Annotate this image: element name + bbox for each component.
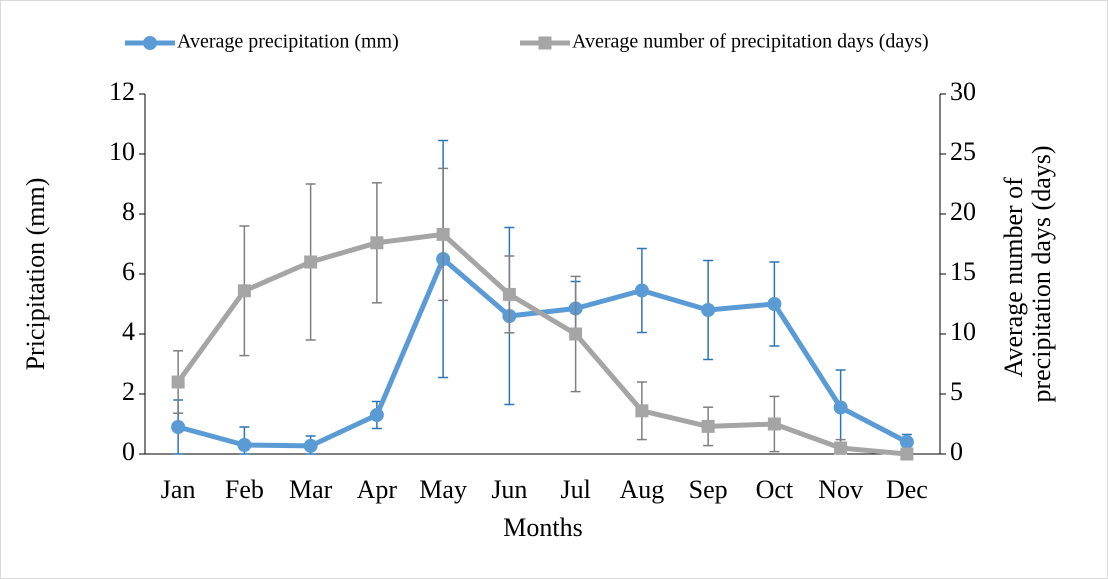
point <box>701 419 715 433</box>
point <box>171 420 186 434</box>
point <box>304 255 318 269</box>
x-tick-label: Sep <box>689 475 728 504</box>
point <box>834 441 848 455</box>
x-tick-label: May <box>419 475 467 504</box>
legend-label: Average number of precipitation days (da… <box>572 31 929 53</box>
point <box>767 297 782 311</box>
point <box>569 327 583 341</box>
y-tick-label: 4 <box>122 317 135 346</box>
y-tick-label: 12 <box>109 77 135 106</box>
point <box>767 417 781 431</box>
point <box>634 283 649 298</box>
y2-tick-label: 15 <box>950 257 976 286</box>
y-tick-label: 6 <box>122 257 135 286</box>
y-tick-label: 2 <box>122 377 135 406</box>
point <box>369 408 384 422</box>
point <box>237 284 251 298</box>
point <box>502 287 516 301</box>
y-tick-label: 8 <box>122 197 135 226</box>
x-tick-label: Dec <box>886 475 928 504</box>
x-tick-label: Feb <box>225 475 264 504</box>
x-tick-label: Jun <box>491 475 527 504</box>
point <box>833 400 848 415</box>
y2-tick-label: 25 <box>950 137 976 166</box>
point <box>436 227 450 241</box>
point <box>899 435 914 449</box>
y-axis-label: Pricipitation (mm) <box>21 178 50 371</box>
y2-tick-label: 20 <box>950 197 976 226</box>
x-tick-label: Jul <box>560 475 590 504</box>
y-tick-label: 10 <box>109 137 135 166</box>
legend-label: Average precipitation (mm) <box>177 31 399 53</box>
x-tick-label: Aug <box>619 475 664 504</box>
x-axis-label: Months <box>503 513 582 542</box>
point <box>900 447 914 461</box>
y2-tick-label: 5 <box>950 377 963 406</box>
x-tick-label: Jan <box>161 475 196 504</box>
x-tick-label: Mar <box>289 475 333 504</box>
x-tick-label: Apr <box>357 475 398 504</box>
y-tick-label: 0 <box>122 437 135 466</box>
y2-tick-label: 10 <box>950 317 976 346</box>
point <box>370 236 384 250</box>
y2-tick-label: 30 <box>950 77 976 106</box>
point <box>701 303 716 317</box>
legend-marker <box>538 36 552 50</box>
x-tick-label: Oct <box>756 475 794 504</box>
y2-tick-label: 0 <box>950 437 963 466</box>
series-line <box>176 231 908 457</box>
y2-axis-label: Average number of precipitation days (da… <box>999 145 1056 402</box>
point <box>171 375 185 389</box>
x-tick-label: Nov <box>818 475 863 504</box>
point <box>635 404 649 418</box>
legend-marker <box>143 36 157 50</box>
point <box>237 438 252 452</box>
point <box>303 438 318 453</box>
